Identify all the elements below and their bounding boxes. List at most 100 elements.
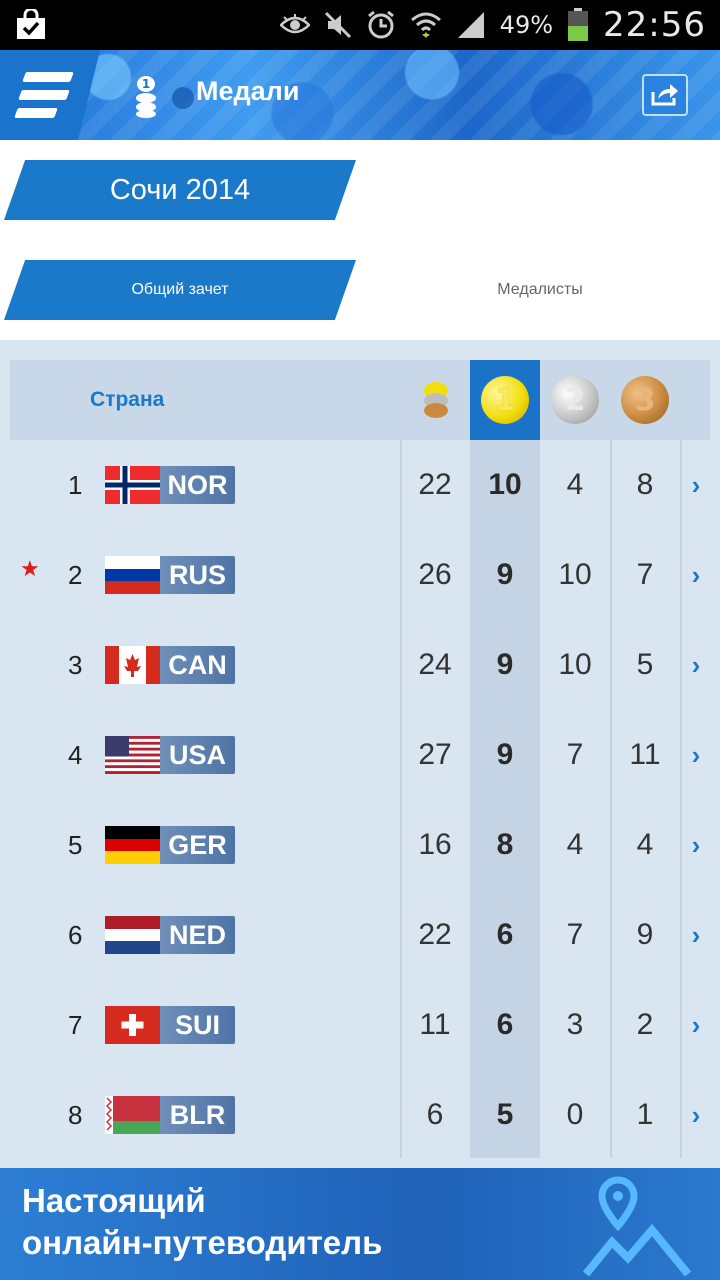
country-flag-icon — [105, 1096, 160, 1134]
rank: 8 — [68, 1100, 83, 1130]
silver-count: 4 — [566, 468, 584, 501]
tab-medalists[interactable]: Медалисты — [497, 281, 583, 298]
total-medals-icon[interactable] — [424, 382, 450, 420]
map-pin-mountains-icon — [582, 1176, 692, 1276]
total-count: 11 — [419, 1008, 451, 1041]
silver-medal-icon[interactable]: 2 — [551, 376, 599, 424]
table-header: Страна 1 2 3 — [10, 360, 710, 440]
bronze-count: 8 — [636, 468, 654, 501]
medal-table: Страна 1 2 3 1 NOR 22 10 4 8 › ★ 2 RUS 26 9 10 7 › 3 CAN… — [0, 340, 720, 1168]
mute-icon — [324, 11, 351, 39]
table-row[interactable]: 1 NOR 22 10 4 8 › — [10, 440, 710, 530]
silver-count: 3 — [566, 1008, 584, 1041]
eye-icon — [279, 14, 310, 34]
silver-count: 7 — [566, 738, 584, 771]
country-code: GER — [160, 826, 235, 864]
status-bar: 49% 22:56 — [0, 0, 720, 50]
bronze-count: 5 — [636, 648, 654, 681]
rank: 2 — [68, 560, 83, 590]
country-flag-icon — [105, 826, 160, 864]
signal-icon — [457, 12, 484, 38]
chevron-right-icon[interactable]: › — [691, 920, 701, 950]
silver-count: 4 — [566, 828, 584, 861]
banner-text-line2: онлайн-путеводитель — [22, 1224, 383, 1261]
chevron-right-icon[interactable]: › — [691, 560, 701, 590]
table-body: 1 NOR 22 10 4 8 › ★ 2 RUS 26 9 10 7 › 3 CAN 24 9 10 5 › 4 USA 27… — [10, 440, 710, 1158]
battery-icon — [568, 8, 589, 41]
share-button[interactable] — [642, 74, 688, 116]
country-flag-icon — [105, 646, 160, 684]
gold-count: 9 — [496, 558, 514, 591]
country-flag-icon — [105, 556, 160, 594]
country-code: CAN — [160, 646, 235, 684]
gold-count: 6 — [496, 918, 514, 951]
battery-percent: 49% — [499, 11, 554, 39]
chevron-right-icon[interactable]: › — [691, 830, 701, 860]
silver-count: 7 — [566, 918, 584, 951]
chevron-right-icon[interactable]: › — [691, 740, 701, 770]
games-selector-tab[interactable]: Сочи 2014 — [4, 160, 356, 220]
table-row[interactable]: 4 USA 27 9 7 11 › — [10, 710, 710, 800]
table-row[interactable]: 8 BLR 6 5 0 1 › — [10, 1070, 710, 1160]
favorite-star-icon: ★ — [20, 556, 40, 581]
clock: 22:56 — [603, 5, 706, 45]
medals-stack-icon: 1 — [136, 76, 194, 118]
country-code: BLR — [160, 1096, 235, 1134]
total-count: 27 — [418, 738, 452, 771]
country-code: NOR — [160, 466, 235, 504]
bronze-count: 7 — [636, 558, 654, 591]
alarm-icon — [367, 10, 394, 39]
menu-button[interactable] — [0, 50, 100, 140]
rank: 4 — [68, 740, 83, 770]
gold-count: 5 — [496, 1098, 514, 1131]
gold-count: 9 — [496, 648, 514, 681]
app-header: 1 Медали — [0, 50, 720, 140]
chevron-right-icon[interactable]: › — [691, 650, 701, 680]
gold-medal-icon[interactable]: 1 — [481, 376, 529, 424]
tab-overall-standings[interactable]: Общий зачет — [4, 260, 356, 320]
banner-text-line1: Настоящий — [22, 1182, 206, 1219]
shopping-bag-check-icon — [17, 9, 45, 39]
country-code: USA — [160, 736, 235, 774]
country-column-header[interactable]: Страна — [90, 388, 165, 411]
total-count: 16 — [418, 828, 452, 861]
promo-banner[interactable]: Настоящий онлайн-путеводитель — [0, 1168, 720, 1280]
rank: 1 — [68, 470, 83, 500]
hamburger-menu-icon — [14, 70, 74, 120]
chevron-right-icon[interactable]: › — [691, 470, 701, 500]
table-row[interactable]: 3 CAN 24 9 10 5 › — [10, 620, 710, 710]
chevron-right-icon[interactable]: › — [691, 1010, 701, 1040]
svg-text:1: 1 — [142, 77, 150, 91]
country-code: NED — [160, 916, 235, 954]
country-flag-icon — [105, 466, 160, 504]
wifi-icon — [410, 12, 441, 38]
bronze-count: 11 — [629, 738, 661, 771]
bronze-count: 2 — [636, 1008, 654, 1041]
share-icon — [651, 84, 678, 106]
table-row[interactable]: ★ 2 RUS 26 9 10 7 › — [10, 530, 710, 620]
total-count: 26 — [418, 558, 452, 591]
bronze-count: 4 — [636, 828, 654, 861]
table-row[interactable]: 5 GER 16 8 4 4 › — [10, 800, 710, 890]
country-flag-icon — [105, 736, 160, 774]
chevron-right-icon[interactable]: › — [691, 1100, 701, 1130]
bronze-medal-icon[interactable]: 3 — [621, 376, 669, 424]
bronze-count: 1 — [636, 1098, 654, 1131]
rank: 5 — [68, 830, 83, 860]
silver-count: 10 — [558, 648, 592, 681]
silver-count: 0 — [566, 1098, 584, 1131]
bronze-count: 9 — [636, 918, 654, 951]
gold-count: 8 — [496, 828, 514, 861]
rank: 7 — [68, 1010, 83, 1040]
table-row[interactable]: 6 NED 22 6 7 9 › — [10, 890, 710, 980]
gold-count: 9 — [496, 738, 514, 771]
page-title: Медали — [196, 76, 300, 106]
gold-count: 6 — [496, 1008, 514, 1041]
total-count: 6 — [426, 1098, 444, 1131]
country-flag-icon — [105, 916, 160, 954]
country-flag-icon — [105, 1006, 160, 1044]
table-row[interactable]: 7 SUI 11 6 3 2 › — [10, 980, 710, 1070]
country-code: SUI — [160, 1006, 235, 1044]
total-count: 22 — [418, 468, 452, 501]
total-count: 22 — [418, 918, 452, 951]
